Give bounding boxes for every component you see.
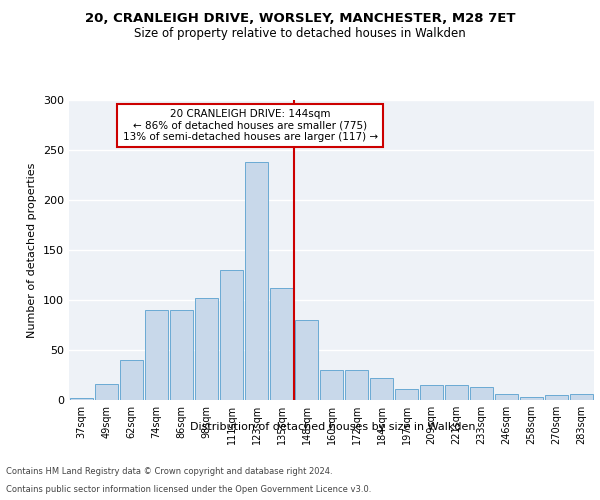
Bar — [520, 397, 543, 400]
Bar — [570, 394, 593, 400]
Bar — [545, 395, 568, 400]
Bar — [370, 378, 393, 400]
Bar — [120, 360, 143, 400]
Bar — [470, 387, 493, 400]
Bar — [395, 389, 418, 400]
Bar — [420, 385, 443, 400]
Bar — [170, 310, 193, 400]
Bar — [445, 385, 468, 400]
Bar — [495, 394, 518, 400]
Bar — [295, 320, 318, 400]
Bar — [345, 370, 368, 400]
Text: Contains public sector information licensed under the Open Government Licence v3: Contains public sector information licen… — [6, 485, 371, 494]
Text: 20 CRANLEIGH DRIVE: 144sqm
← 86% of detached houses are smaller (775)
13% of sem: 20 CRANLEIGH DRIVE: 144sqm ← 86% of deta… — [122, 109, 377, 142]
Bar — [270, 288, 293, 400]
Text: Distribution of detached houses by size in Walkden: Distribution of detached houses by size … — [190, 422, 476, 432]
Bar — [220, 270, 243, 400]
Bar — [70, 398, 93, 400]
Bar — [95, 384, 118, 400]
Bar — [195, 298, 218, 400]
Text: Contains HM Land Registry data © Crown copyright and database right 2024.: Contains HM Land Registry data © Crown c… — [6, 468, 332, 476]
Bar — [320, 370, 343, 400]
Y-axis label: Number of detached properties: Number of detached properties — [28, 162, 37, 338]
Bar — [245, 162, 268, 400]
Text: Size of property relative to detached houses in Walkden: Size of property relative to detached ho… — [134, 28, 466, 40]
Bar — [145, 310, 168, 400]
Text: 20, CRANLEIGH DRIVE, WORSLEY, MANCHESTER, M28 7ET: 20, CRANLEIGH DRIVE, WORSLEY, MANCHESTER… — [85, 12, 515, 26]
